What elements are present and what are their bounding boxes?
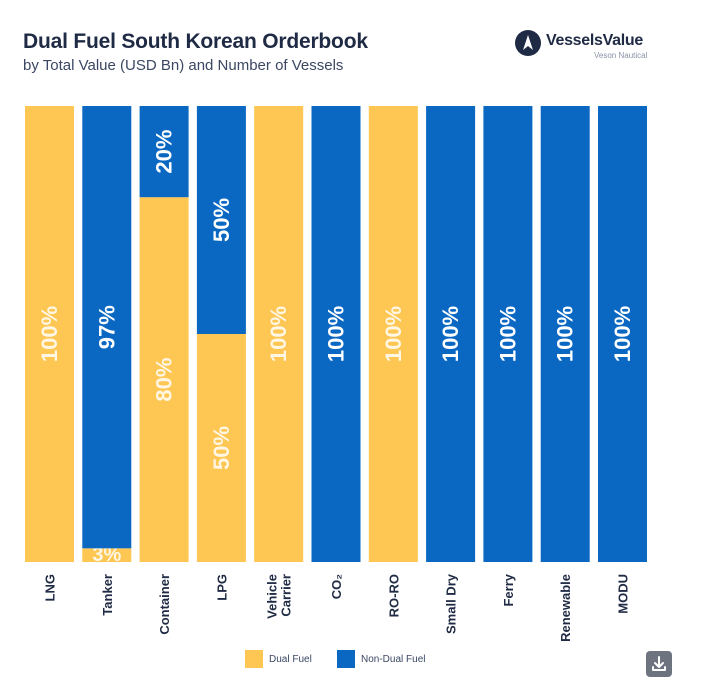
data-label-container-dual-fuel: 80% [152, 358, 177, 402]
x-tick-label-vehicle-carrier: VehicleCarrier [265, 574, 294, 619]
bar-container-dual-fuel [139, 197, 189, 562]
bar-renewable-non-dual-fuel [540, 106, 590, 562]
compass-logo-icon [515, 30, 541, 56]
x-tick-label-renewable: Renewable [558, 574, 573, 642]
logo-subtitle: Veson Nautical [594, 51, 648, 60]
data-label-modu-non-dual-fuel: 100% [610, 306, 635, 362]
data-label-lpg-dual-fuel: 50% [209, 426, 234, 470]
bar-lpg-dual-fuel [196, 334, 246, 562]
bar-ferry-non-dual-fuel [483, 106, 533, 562]
download-icon [652, 656, 666, 671]
x-tick-label-co: CO₂ [329, 574, 344, 600]
data-label-renewable-non-dual-fuel: 100% [553, 306, 578, 362]
x-tick-label-lpg: LPG [214, 574, 229, 601]
bar-tanker-dual-fuel [82, 548, 132, 562]
legend: Dual Fuel Non-Dual Fuel [0, 650, 702, 670]
data-label-lpg-non-dual-fuel: 50% [209, 198, 234, 242]
x-tick-label-ferry: Ferry [501, 573, 516, 606]
x-tick-label-tanker: Tanker [100, 574, 115, 616]
bar-modu-non-dual-fuel [598, 106, 647, 562]
data-label-tanker-non-dual-fuel: 97% [94, 305, 119, 349]
chart-subtitle: by Total Value (USD Bn) and Number of Ve… [23, 57, 344, 74]
data-label-lng-dual-fuel: 100% [37, 306, 62, 362]
bar-container-non-dual-fuel [139, 106, 189, 198]
logo-name: VesselsValue [546, 32, 643, 49]
data-label-small-dry-non-dual-fuel: 100% [438, 306, 463, 362]
data-label-container-non-dual-fuel: 20% [152, 130, 177, 174]
bar-tanker-non-dual-fuel [82, 106, 132, 549]
bar-vehicle-carrier-dual-fuel [254, 106, 304, 562]
bar-lng-dual-fuel [25, 106, 74, 562]
data-label-co-non-dual-fuel: 100% [324, 306, 349, 362]
bar-ro-ro-dual-fuel [368, 106, 418, 562]
data-label-tanker-dual-fuel: 3% [92, 544, 121, 566]
legend-swatch-non-dual-fuel [337, 650, 355, 668]
legend-label-dual-fuel: Dual Fuel [269, 654, 312, 665]
legend-swatch-dual-fuel [245, 650, 263, 668]
x-tick-label-container: Container [157, 574, 172, 635]
x-tick-label-ro-ro: RO-RO [386, 574, 401, 617]
bar-lpg-non-dual-fuel [196, 106, 246, 334]
x-tick-label-lng: LNG [43, 574, 58, 601]
legend-label-non-dual-fuel: Non-Dual Fuel [361, 654, 426, 665]
stacked-bar-chart: 100% LNG 3% 97% Tanker 80% 20% Container 50% 50% L… [25, 106, 647, 642]
data-label-ferry-non-dual-fuel: 100% [495, 306, 520, 362]
download-button[interactable] [646, 651, 672, 677]
x-tick-label-small-dry: Small Dry [444, 573, 459, 634]
data-label-vehicle-carrier-dual-fuel: 100% [266, 306, 291, 362]
bar-co-non-dual-fuel [311, 106, 361, 562]
x-tick-label-modu: MODU [616, 574, 631, 614]
bar-small-dry-non-dual-fuel [426, 106, 476, 562]
chart-title: Dual Fuel South Korean Orderbook [23, 30, 368, 53]
vesselsvalue-logo: VesselsValue Veson Nautical [514, 29, 664, 63]
data-label-ro-ro-dual-fuel: 100% [381, 306, 406, 362]
